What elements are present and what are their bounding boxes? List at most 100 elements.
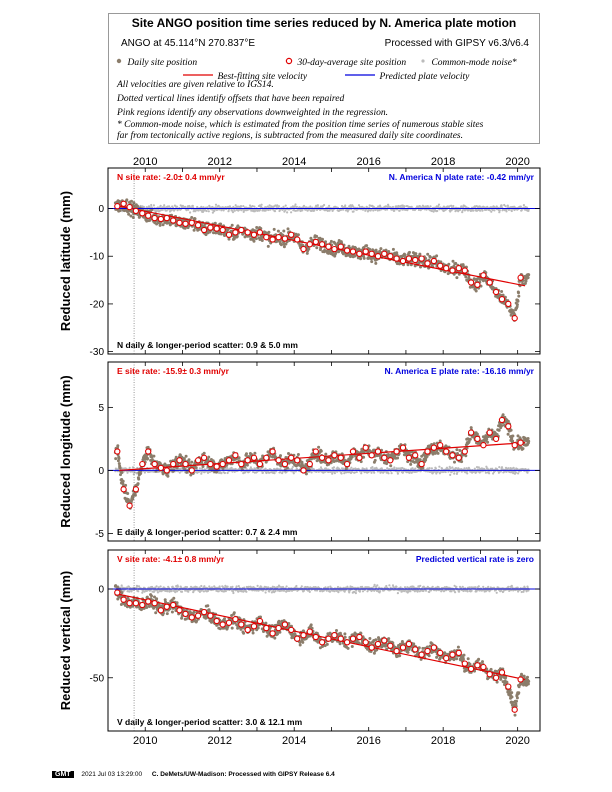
daily-point — [379, 247, 383, 251]
plot-area — [108, 550, 540, 731]
average-point — [219, 460, 226, 468]
common-mode-point — [135, 472, 138, 475]
daily-point — [136, 482, 140, 486]
common-mode-point — [301, 209, 304, 212]
daily-point — [305, 251, 309, 255]
average-point — [467, 279, 475, 286]
average-point — [188, 467, 195, 474]
daily-point — [373, 458, 377, 462]
average-point — [461, 448, 468, 455]
common-mode-point — [358, 205, 361, 209]
x-tick-label-top: 2018 — [431, 156, 455, 168]
common-mode-point — [142, 206, 146, 209]
site-rate-label: E site rate: -15.9± 0.3 mm/yr — [117, 366, 230, 376]
average-point — [294, 236, 301, 243]
common-mode-point — [504, 205, 507, 208]
common-mode-point — [512, 472, 515, 475]
daily-point — [458, 449, 462, 452]
daily-point — [132, 201, 136, 205]
common-mode-point — [454, 467, 458, 470]
daily-point — [120, 471, 124, 474]
daily-point — [119, 473, 122, 477]
daily-point — [318, 236, 322, 240]
average-point — [430, 257, 438, 265]
common-mode-point — [352, 210, 355, 213]
average-point — [362, 248, 369, 255]
common-mode-point — [264, 467, 267, 470]
average-point — [163, 214, 170, 222]
daily-point — [439, 260, 443, 264]
daily-point — [117, 457, 121, 460]
average-point — [288, 231, 295, 238]
common-mode-point — [310, 209, 313, 212]
common-mode-point — [505, 470, 508, 473]
average-point — [381, 454, 388, 461]
average-point — [486, 429, 493, 436]
common-mode-point — [453, 472, 456, 475]
common-mode-point — [152, 204, 155, 207]
average-point — [188, 219, 195, 226]
average-point — [349, 448, 357, 455]
average-point — [294, 457, 301, 464]
common-mode-point — [242, 210, 245, 213]
common-mode-point — [500, 204, 503, 207]
daily-point — [146, 445, 150, 449]
common-mode-point — [286, 211, 289, 214]
daily-point — [435, 254, 439, 258]
average-point — [170, 460, 177, 468]
average-point — [225, 457, 233, 464]
x-tick-label-top: 2020 — [505, 156, 529, 168]
daily-point — [121, 479, 125, 483]
common-mode-point — [472, 209, 475, 212]
common-mode-point — [159, 204, 162, 207]
common-mode-point — [433, 470, 437, 473]
common-mode-point — [159, 209, 163, 212]
daily-point — [276, 229, 280, 233]
daily-point — [192, 228, 196, 232]
daily-point — [464, 454, 468, 458]
average-point — [393, 255, 400, 262]
average-point — [225, 231, 233, 238]
daily-point — [456, 452, 459, 455]
common-mode-point — [436, 209, 439, 213]
common-mode-point — [507, 467, 510, 470]
x-tick-label-top: 2014 — [282, 156, 306, 168]
daily-point — [428, 255, 432, 259]
average-point — [449, 267, 456, 274]
fit-line-icon — [183, 74, 213, 76]
daily-point — [202, 451, 206, 455]
common-mode-point — [295, 205, 298, 208]
common-mode-point — [491, 208, 494, 212]
daily-point — [307, 247, 311, 251]
common-mode-point — [231, 211, 235, 214]
common-mode-point — [428, 467, 431, 470]
daily-point — [408, 250, 411, 254]
average-point — [120, 200, 127, 207]
average-point — [213, 225, 220, 232]
panel-north: 2010 2012 2014 2016 2018 20200-10-20-30Reduce… — [58, 156, 541, 358]
daily-point — [413, 264, 417, 268]
common-mode-point — [401, 466, 404, 470]
common-mode-point — [430, 209, 433, 213]
average-point — [244, 457, 251, 464]
common-mode-point — [310, 471, 313, 474]
common-mode-point — [121, 467, 124, 470]
common-mode-point — [332, 466, 336, 469]
common-mode-point — [484, 471, 487, 474]
daily-point — [254, 237, 258, 241]
common-mode-point — [396, 472, 399, 475]
common-mode-point — [292, 472, 295, 475]
common-mode-point — [239, 205, 243, 208]
average-point — [337, 454, 344, 461]
common-mode-point — [520, 209, 523, 212]
daily-point — [506, 419, 510, 423]
average-point — [318, 241, 326, 248]
common-mode-point — [498, 466, 501, 469]
common-mode-point — [220, 472, 223, 475]
common-mode-point — [206, 471, 210, 474]
daily-point — [409, 462, 413, 466]
common-mode-point — [291, 465, 294, 468]
daily-point — [517, 294, 521, 298]
common-mode-point — [429, 205, 432, 208]
daily-point — [421, 466, 425, 470]
